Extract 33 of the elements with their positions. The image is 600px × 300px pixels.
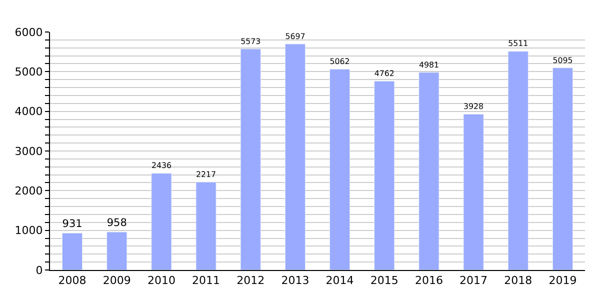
bar bbox=[330, 68, 350, 270]
y-tick-label: 0 bbox=[36, 264, 43, 277]
bar bbox=[284, 44, 306, 270]
x-tick-label: 2017 bbox=[460, 274, 488, 288]
x-tick-label: 2009 bbox=[102, 274, 131, 288]
bar bbox=[552, 68, 573, 270]
y-tick-label: 1000 bbox=[14, 224, 43, 238]
data-label: 958 bbox=[106, 217, 127, 230]
bar bbox=[106, 232, 128, 270]
y-tick-label: 4000 bbox=[14, 105, 43, 118]
x-tick-label: 2014 bbox=[326, 274, 354, 288]
x-tick-label: 2015 bbox=[370, 274, 398, 288]
y-tick-label: 5000 bbox=[14, 66, 43, 79]
bar bbox=[62, 232, 83, 270]
x-tick-label: 2013 bbox=[281, 274, 310, 288]
x-tick-label: 2012 bbox=[236, 274, 265, 288]
y-tick-label: 6000 bbox=[14, 26, 43, 39]
bar bbox=[463, 114, 484, 270]
x-tick-label: 2016 bbox=[414, 274, 443, 288]
x-tick-label: 2019 bbox=[548, 274, 577, 288]
bar bbox=[151, 173, 172, 270]
y-tick-label: 2000 bbox=[14, 184, 43, 198]
x-tick-label: 2008 bbox=[58, 274, 86, 288]
bar bbox=[508, 51, 528, 270]
x-tick-label: 2018 bbox=[504, 274, 532, 288]
bar bbox=[374, 80, 395, 270]
x-tick-label: 2011 bbox=[192, 274, 220, 288]
x-tick-label: 2010 bbox=[147, 274, 176, 288]
bar bbox=[240, 48, 261, 270]
y-tick-label: 3000 bbox=[14, 144, 43, 158]
data-label: 931 bbox=[62, 218, 82, 230]
bar bbox=[196, 182, 216, 270]
bar bbox=[418, 72, 440, 270]
